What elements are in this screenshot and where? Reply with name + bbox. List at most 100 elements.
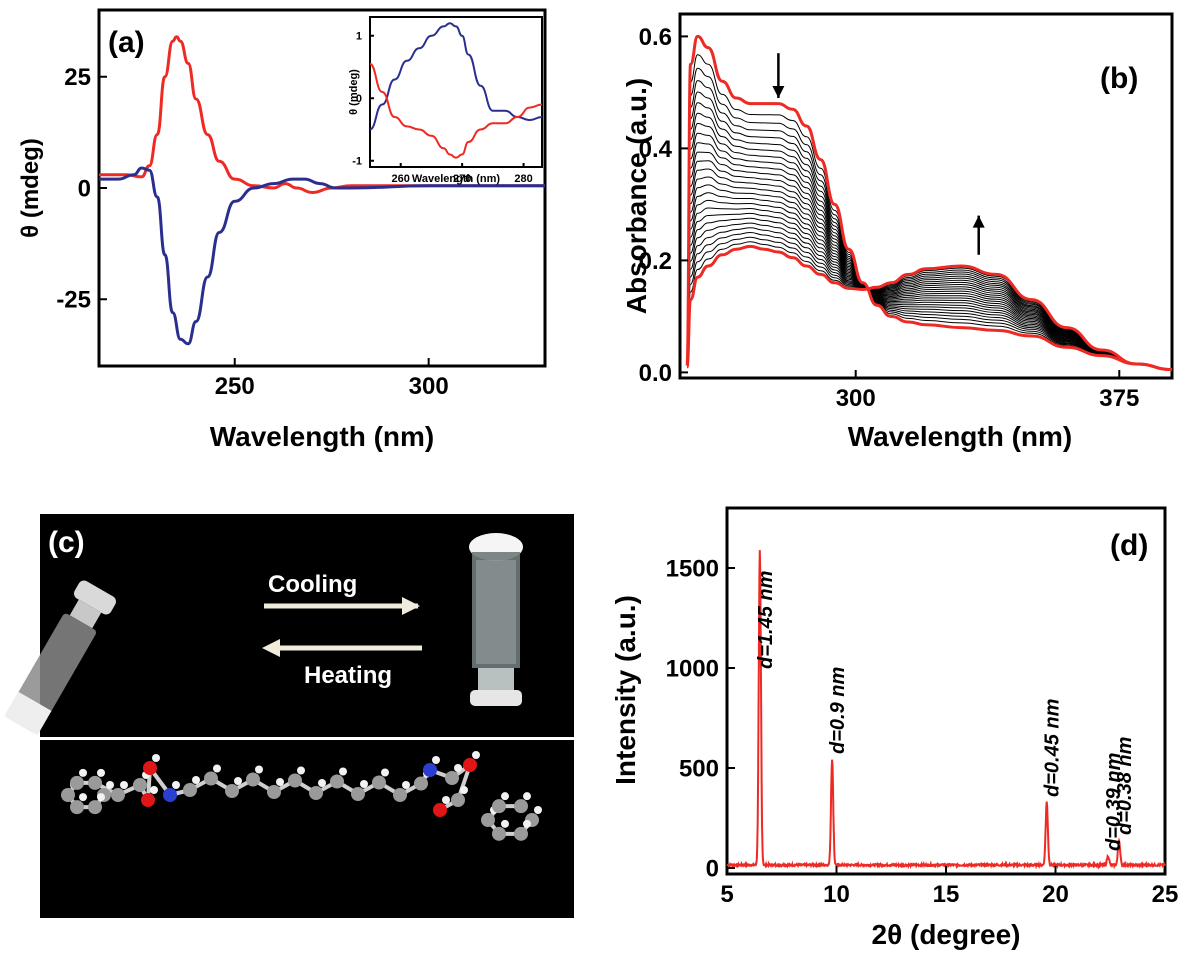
vial-neck-right: [478, 668, 514, 690]
x-tick-label: 270: [453, 173, 471, 185]
intermediate-spectrum: [686, 199, 1173, 371]
intermediate-spectrum: [686, 122, 1173, 371]
hydrogen-atom: [534, 806, 542, 814]
atom: [414, 776, 428, 791]
panel-d-ticks: 5 10 15 20 25 0 500 1000 1500: [666, 555, 1179, 908]
heating-label: Heating: [304, 662, 392, 689]
panel-d-label: (d): [1110, 529, 1148, 562]
y-tick-label: 0.4: [639, 136, 673, 163]
x-tick-label: 260: [392, 173, 410, 185]
hydrogen-atom: [460, 786, 468, 794]
atom: [111, 788, 125, 802]
intermediate-spectrum: [686, 176, 1173, 371]
spectrum-last: [685, 244, 1173, 372]
inset-series: [369, 22, 543, 159]
intermediate-spectrum: [686, 67, 1173, 371]
intermediate-spectrum: [686, 192, 1173, 371]
atom: [309, 786, 323, 800]
panel-b-ticks: 300 375 0.0 0.2 0.4 0.6: [639, 24, 1140, 412]
intermediate-spectrum: [686, 207, 1173, 371]
intermediate-spectrum: [686, 231, 1173, 371]
hydrogen-atom: [472, 751, 480, 759]
intermediate-spectrum: [686, 142, 1173, 371]
cd-series-red: [99, 35, 545, 195]
atom: [267, 785, 281, 799]
atom: [514, 826, 528, 841]
hydrogen-atom: [501, 792, 509, 801]
y-tick-label: 0: [78, 175, 91, 202]
atom: [70, 800, 84, 815]
x-tick-label: 300: [836, 385, 876, 412]
panel-d-peak-labels: d=1.45 nm d=0.9 nm d=0.45 nm d=0.39 nmd=0.3…: [755, 571, 1136, 851]
hydrogen-atom: [381, 768, 389, 777]
panel-b-label: (b): [1100, 62, 1138, 95]
hydrogen-atom: [318, 779, 326, 787]
intermediate-spectrum: [686, 91, 1173, 371]
atom: [492, 826, 506, 841]
vial-gel-right: [476, 560, 516, 664]
inset-ylabel: θ (mdeg): [348, 69, 360, 115]
inset-ticks: 260 270 280 -1 0 1: [352, 31, 533, 185]
x-tick-label: 300: [409, 373, 449, 400]
panel-a-inset: 260 270 280 -1 0 1 Wavelength (nm) θ (mdeg): [348, 16, 543, 185]
hydrogen-atom: [106, 781, 114, 789]
atom: [246, 772, 260, 787]
panel-d-plot-frame: [725, 506, 1167, 876]
intermediate-spectrum: [686, 102, 1173, 371]
panel-b-series: [685, 34, 1173, 372]
panel-a-series: [99, 35, 545, 346]
atom: [445, 771, 459, 785]
hydrogen-atom: [432, 756, 440, 764]
x-tick-label: 20: [1042, 881, 1069, 908]
intermediate-spectrum: [686, 168, 1173, 371]
panel-d-series: [726, 550, 1166, 870]
y-tick-label: 0: [706, 855, 719, 882]
panel-a: 250 300 -25 0 25 (a) θ (mdeg) Wavelength (nm…: [17, 8, 547, 452]
hydrogen-atom: [234, 777, 242, 785]
hydrogen-atom: [276, 778, 284, 786]
cooling-label: Cooling: [268, 571, 357, 598]
cooling-arrowhead: [402, 597, 420, 615]
panel-c-label: (c): [48, 526, 85, 559]
y-tick-label: 0.0: [639, 360, 672, 387]
atom: [463, 758, 477, 772]
x-tick-label: 10: [823, 881, 850, 908]
inset-series-blue: [369, 22, 543, 131]
y-tick-label: 500: [679, 755, 719, 782]
x-tick-label: 280: [514, 173, 532, 185]
inset-xlabel: Wavelength (nm): [412, 173, 501, 185]
atom: [141, 793, 155, 807]
atom: [225, 784, 239, 798]
vial-base-right: [470, 690, 522, 706]
hydrogen-atom: [97, 793, 105, 802]
molecule-model: [61, 751, 542, 841]
panel-b-plot-frame: [678, 12, 1174, 380]
panel-b: 300 375 0.0 0.2 0.4 0.6 (b) Absorbance (a.u.)…: [621, 12, 1174, 452]
x-tick-label: 25: [1152, 881, 1179, 908]
panel-b-ylabel: Absorbance (a.u.): [621, 78, 652, 314]
arrowhead-down: [772, 86, 785, 98]
panel-d-ylabel: Intensity (a.u.): [610, 595, 641, 785]
intermediate-spectrum: [686, 151, 1173, 371]
y-tick-label: 1500: [666, 555, 719, 582]
panel-c: (c) Cooling Heating: [4, 514, 574, 918]
arrowhead-up: [972, 215, 985, 228]
atom: [451, 793, 465, 807]
y-tick-label: 0.6: [639, 24, 672, 51]
hydrogen-atom: [360, 780, 368, 788]
peak-label: d=1.45 nm: [755, 571, 777, 669]
panel-a-label: (a): [108, 26, 145, 59]
hydrogen-atom: [454, 764, 462, 772]
atom: [204, 771, 218, 786]
atom: [372, 775, 386, 790]
hydrogen-atom: [523, 819, 531, 828]
atom: [351, 787, 365, 801]
spectrum-first: [685, 34, 1173, 372]
x-tick-label: 375: [1099, 385, 1139, 412]
atom: [492, 799, 506, 814]
x-tick-label: 5: [720, 881, 733, 908]
cd-series-blue: [99, 166, 545, 346]
vial-cap-left: [74, 580, 116, 615]
